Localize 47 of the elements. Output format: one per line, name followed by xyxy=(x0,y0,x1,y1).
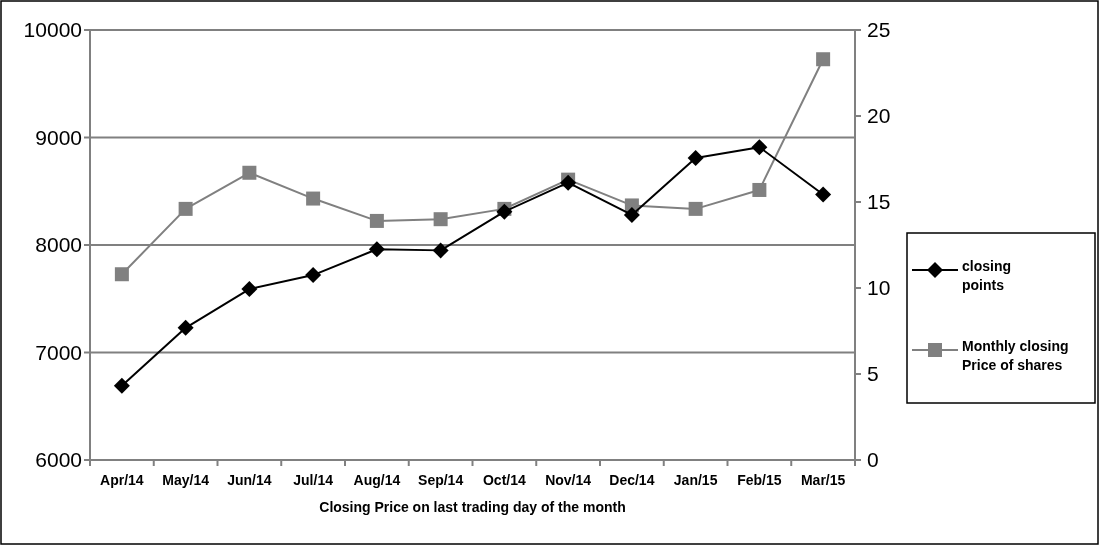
y2-tick-label: 5 xyxy=(867,362,879,386)
y-tick-label: 7000 xyxy=(35,340,82,364)
point xyxy=(433,212,448,227)
point xyxy=(241,281,258,298)
y-tick-label: 9000 xyxy=(35,125,82,149)
y-tick-label: 10000 xyxy=(23,18,82,42)
legend-label: closing points xyxy=(962,258,1012,293)
x-tick-label: May/14 xyxy=(162,472,210,488)
y2-tick-label: 15 xyxy=(867,190,891,214)
y-tick-label: 6000 xyxy=(35,448,82,472)
x-tick-label: Jan/15 xyxy=(673,472,718,488)
x-tick-label: Jun/14 xyxy=(227,472,272,488)
point xyxy=(688,201,703,216)
point xyxy=(368,241,385,258)
point xyxy=(242,165,257,180)
point xyxy=(687,149,704,166)
point xyxy=(113,377,130,394)
x-tick-label: Mar/15 xyxy=(800,472,846,488)
x-tick-label: Apr/14 xyxy=(100,472,144,488)
point xyxy=(305,267,322,284)
point xyxy=(496,203,513,220)
point xyxy=(432,242,449,259)
point xyxy=(114,267,129,282)
x-axis-title: Closing Price on last trading day of the month xyxy=(319,499,626,515)
x-tick-label: Jul/14 xyxy=(293,472,334,488)
x-tick-label: Nov/14 xyxy=(545,472,592,488)
x-tick-label: Dec/14 xyxy=(609,472,655,488)
point xyxy=(369,213,384,228)
y-tick-label: 8000 xyxy=(35,233,82,257)
y2-tick-label: 25 xyxy=(867,18,891,42)
point xyxy=(178,201,193,216)
point xyxy=(815,186,832,203)
point xyxy=(177,319,194,336)
y2-tick-label: 20 xyxy=(867,104,891,128)
point xyxy=(752,182,767,197)
point xyxy=(816,52,831,67)
point xyxy=(560,174,577,191)
point xyxy=(623,206,640,223)
point xyxy=(751,139,768,156)
legend-label: Monthly closing Price of shares xyxy=(962,338,1069,373)
y2-tick-label: 10 xyxy=(867,276,891,300)
x-tick-label: Aug/14 xyxy=(353,472,401,488)
x-tick-label: Sep/14 xyxy=(418,472,464,488)
x-tick-label: Oct/14 xyxy=(482,472,526,488)
point xyxy=(306,191,321,206)
x-tick-label: Feb/15 xyxy=(737,472,782,488)
y2-tick-label: 0 xyxy=(867,448,879,472)
